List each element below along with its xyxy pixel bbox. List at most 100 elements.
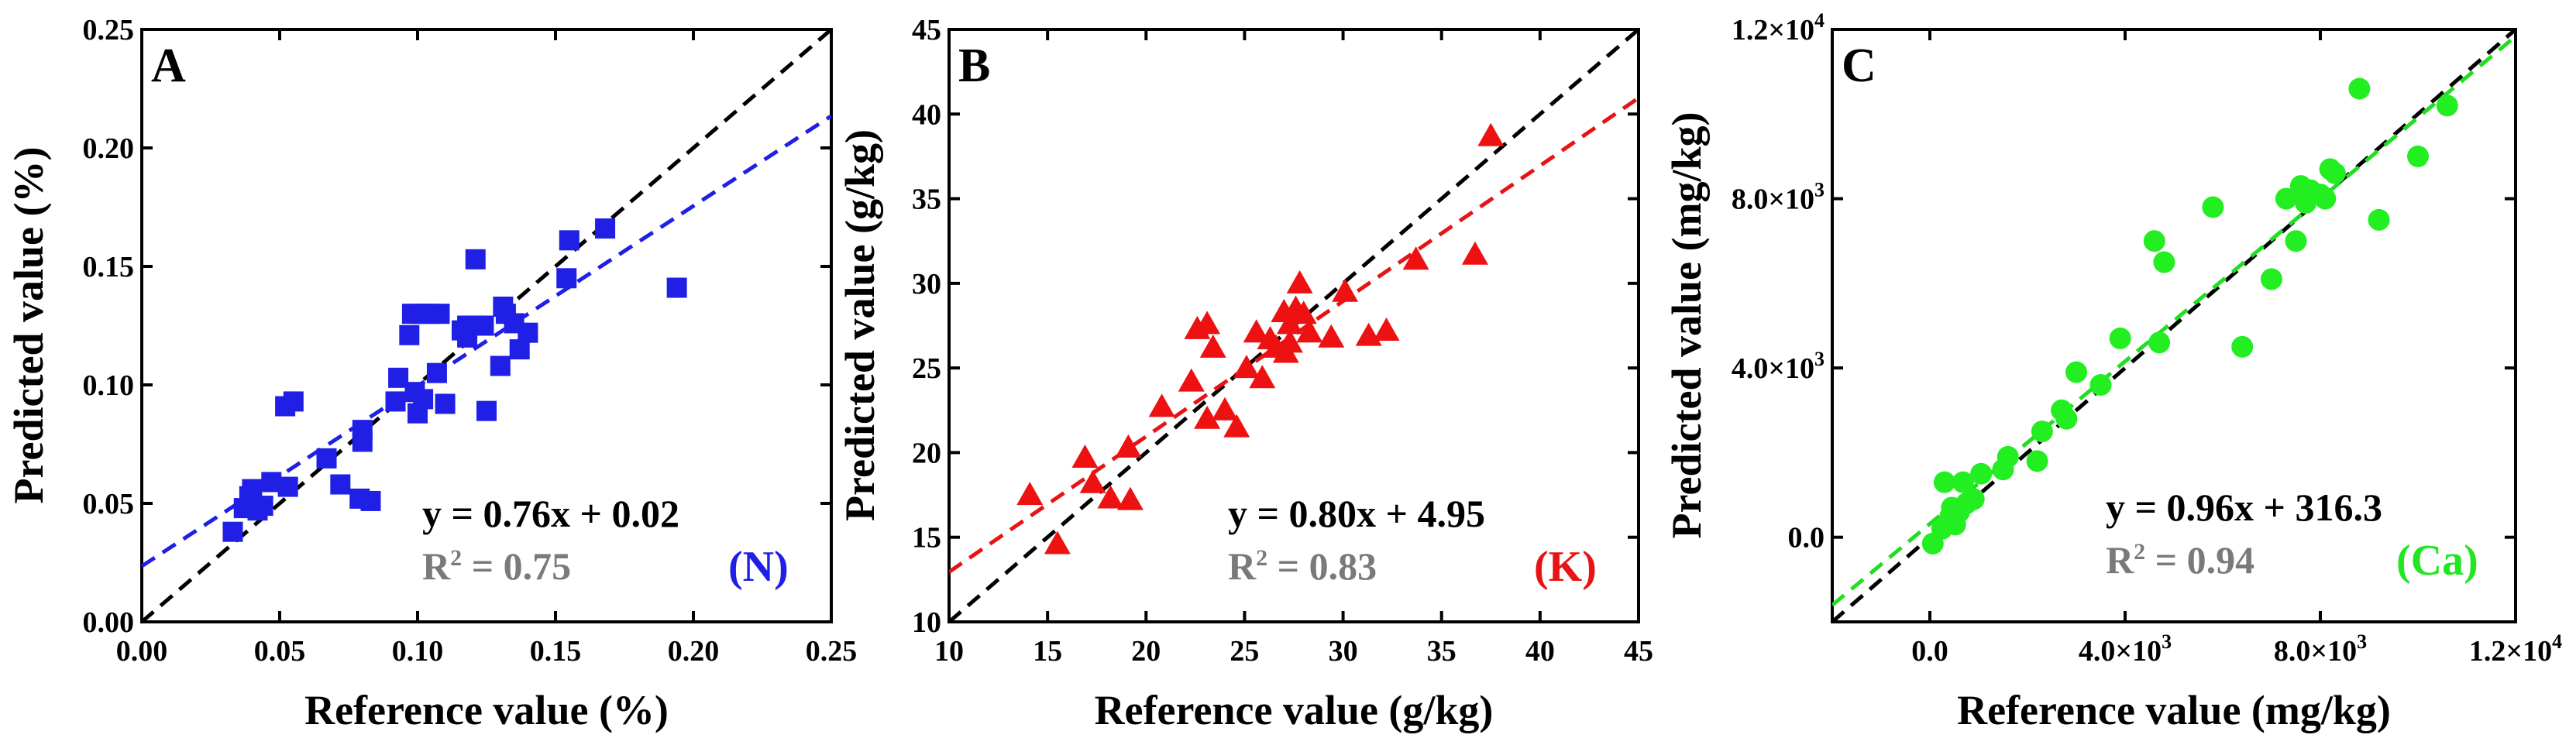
panel-a-point (666, 277, 687, 298)
panel-a-frame (140, 28, 833, 623)
panel-b-point (1233, 355, 1260, 379)
panel-b-equation: y = 0.80x + 4.95 (1228, 492, 1485, 535)
panel-c: 0.0 4.0×103 8.0×103 1.2×104 0.0 4.0×103 8.0×10… (1663, 9, 2562, 733)
panel-b-xtick-label: 10 (934, 635, 964, 668)
panel-c-point (2143, 230, 2165, 252)
panel-b-point (1148, 393, 1175, 417)
panel-b-point (1212, 397, 1238, 421)
panel-c-ytick-label: 8.0×103 (1732, 179, 1825, 216)
panel-b-ytick-label: 30 (912, 268, 941, 300)
panel-a-xtick-label: 0.25 (806, 635, 858, 668)
panel-a-point (465, 249, 486, 270)
panel-b-point (1318, 324, 1345, 348)
panel-c-xtick-label: 4.0×103 (2079, 630, 2172, 668)
panel-b-point (1199, 334, 1226, 358)
panel-a-point (556, 268, 577, 289)
panel-a-ticks: 0.00 0.05 0.10 0.15 0.20 0.25 0.00 0.05 0.10 0.15… (83, 14, 858, 668)
panel-b-xtick-label: 20 (1131, 635, 1161, 668)
panel-b-point (1477, 122, 1505, 146)
panel-b-point (1223, 414, 1250, 438)
panel-c-point (2231, 335, 2254, 358)
panel-c-point (2407, 145, 2429, 167)
panel-b-point (1402, 246, 1429, 270)
panel-b-point (1097, 485, 1124, 509)
panel-c-point (1970, 462, 1993, 485)
panel-a-point (426, 362, 447, 383)
panel-a-ytick-label: 0.20 (83, 132, 135, 165)
panel-b-xtick-label: 15 (1033, 635, 1062, 668)
panel-a-point (473, 315, 494, 336)
panel-a-ytick-label: 0.10 (83, 369, 135, 402)
panel-a-point (316, 448, 337, 469)
panel-b-xtick-label: 25 (1230, 635, 1259, 668)
panel-b-ytick-label: 35 (912, 184, 941, 216)
panel-a-point (435, 393, 456, 414)
panel-a: 0.00 0.05 0.10 0.15 0.20 0.25 0.00 0.05 0.10 0.15… (5, 14, 857, 733)
panel-b-point (1079, 469, 1106, 493)
panel-c-ytick-label: 0.0 (1788, 522, 1825, 554)
panel-a-point (518, 322, 538, 343)
panel-c-point (2153, 251, 2175, 273)
panel-b-points (1016, 122, 1505, 554)
panel-b-point (1115, 434, 1142, 458)
panel-c-point (1933, 471, 1955, 493)
panel-c-point (1996, 445, 2019, 468)
panel-a-xlabel: Reference value (%) (304, 687, 669, 733)
panel-c-point (2055, 407, 2078, 430)
panel-b-point (1373, 318, 1400, 342)
panel-c-point (2026, 450, 2048, 472)
panel-b-xtick-label: 35 (1427, 635, 1457, 668)
panel-b-ytick-label: 40 (912, 98, 941, 131)
panel-a-point (360, 490, 381, 511)
panel-c-point (2202, 196, 2224, 218)
panel-a-point (559, 230, 580, 251)
panel-a-point (222, 521, 243, 542)
panel-b-element-label: (K) (1534, 543, 1597, 591)
panel-c-equation: y = 0.96x + 316.3 (2106, 486, 2382, 529)
panel-b-ytick-label: 45 (912, 14, 941, 46)
panel-c-point (1952, 471, 1974, 493)
panel-a-point (476, 400, 497, 421)
panel-c-xtick-label: 0.0 (1911, 635, 1948, 668)
panel-b-point (1016, 482, 1044, 506)
panel-a-points (222, 218, 687, 542)
panel-b-ylabel: Predicted value (g/kg) (837, 129, 883, 521)
panel-b-point (1243, 319, 1270, 343)
panel-a-ytick-label: 0.05 (83, 488, 135, 520)
panel-b-point (1178, 368, 1205, 392)
panel-a-r2: R2 = 0.75 (422, 544, 571, 588)
panel-b-r2: R2 = 0.83 (1228, 544, 1377, 588)
panel-c-point (2065, 361, 2087, 383)
panel-a-xtick-label: 0.10 (392, 635, 444, 668)
panel-b-point (1286, 270, 1313, 294)
panel-a-element-label: (N) (728, 543, 789, 591)
panel-c-letter: C (1842, 39, 1876, 92)
panel-b-xtick-label: 40 (1525, 635, 1555, 668)
panel-a-ytick-label: 0.15 (83, 251, 135, 283)
panel-b: 10 15 20 25 30 35 40 45 10 15 20 25 30 35 40 45 B y = 0… (837, 14, 1653, 733)
panel-c-points (1921, 77, 2458, 554)
panel-b-ytick-label: 25 (912, 352, 941, 385)
panel-a-point (253, 496, 273, 517)
panel-c-point (2031, 421, 2053, 443)
panel-b-ytick-label: 20 (912, 437, 941, 469)
panel-c-point (2148, 331, 2171, 354)
panel-b-point (1071, 444, 1099, 468)
panel-a-point (490, 355, 511, 376)
panel-a-point (385, 391, 406, 412)
panel-c-point (2109, 327, 2131, 349)
panel-a-letter: A (151, 39, 186, 92)
panel-c-ticks: 0.0 4.0×103 8.0×103 1.2×104 0.0 4.0×103 8.0×10… (1732, 9, 2562, 668)
panel-a-equation: y = 0.76x + 0.02 (422, 492, 679, 535)
panel-a-point (595, 218, 616, 239)
panel-c-ylabel: Predicted value (mg/kg) (1663, 112, 1710, 539)
panel-b-frame (948, 28, 1640, 623)
panel-c-frame (1831, 28, 2517, 623)
panel-a-ylabel: Predicted value (%) (5, 147, 52, 504)
panel-a-xtick-label: 0.20 (668, 635, 720, 668)
panel-b-point (1249, 365, 1276, 389)
panel-a-xtick-label: 0.05 (254, 635, 306, 668)
panel-b-point (1296, 319, 1323, 343)
panel-c-xtick-label: 8.0×103 (2274, 630, 2367, 668)
